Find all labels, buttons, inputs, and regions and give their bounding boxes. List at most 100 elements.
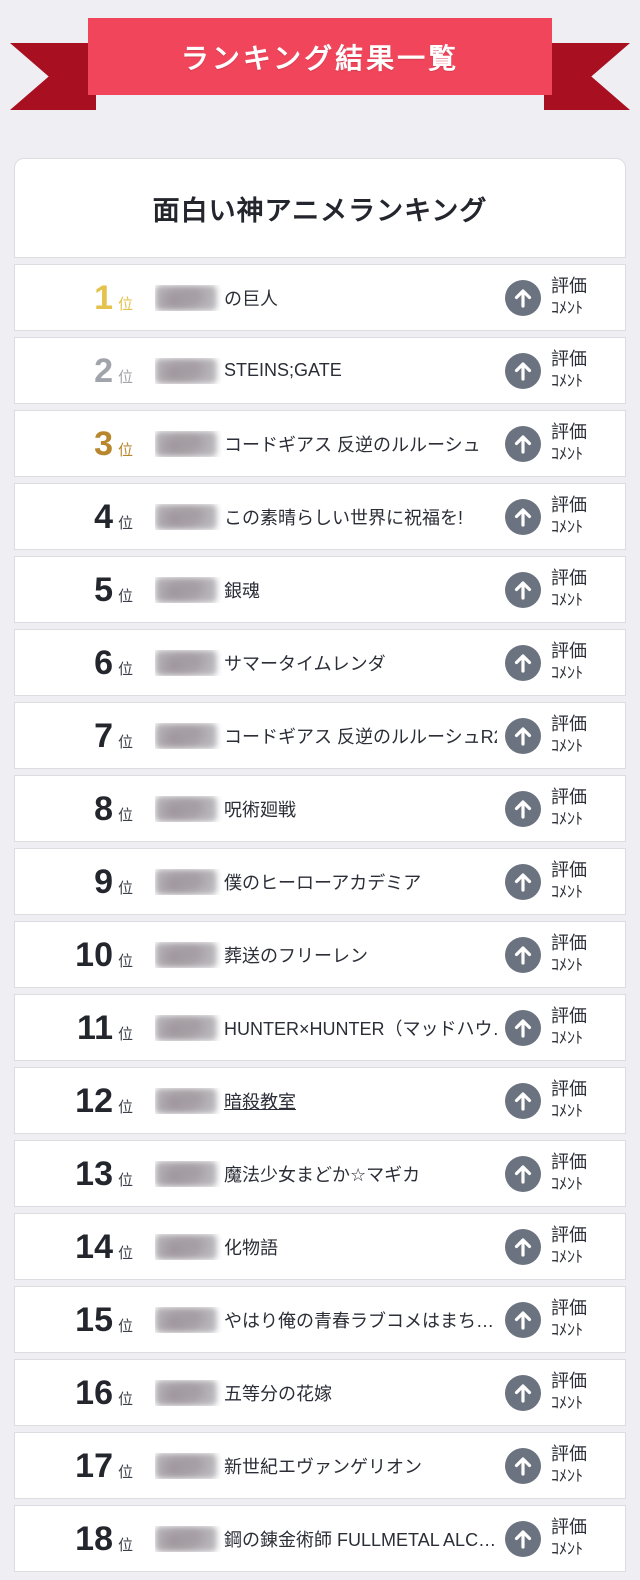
rate-comment-link[interactable]: 評価 ｺﾒﾝﾄ <box>551 1224 611 1268</box>
ranking-row[interactable]: 4 位 この素晴らしい世界に祝福を! 評価 ｺﾒﾝﾄ <box>14 483 626 550</box>
row-actions: 評価 ｺﾒﾝﾄ <box>505 567 611 611</box>
ranking-row[interactable]: 3 位 コードギアス 反逆のルルーシュ 評価 ｺﾒﾝﾄ <box>14 410 626 477</box>
anime-title-link[interactable]: 五等分の花嫁 <box>155 1379 497 1406</box>
row-actions: 評価 ｺﾒﾝﾄ <box>505 932 611 976</box>
ranking-row[interactable]: 13 位 魔法少女まどか☆マギカ 評価 ｺﾒﾝﾄ <box>14 1140 626 1207</box>
vote-up-button[interactable] <box>505 1155 541 1192</box>
rate-comment-link[interactable]: 評価 ｺﾒﾝﾄ <box>551 348 611 392</box>
row-actions: 評価 ｺﾒﾝﾄ <box>505 713 611 757</box>
anime-title-link[interactable]: 暗殺教室 <box>155 1087 497 1114</box>
anime-title-link[interactable]: STEINS;GATE <box>155 357 497 384</box>
anime-title-link[interactable]: サマータイムレンダ <box>155 649 497 676</box>
vote-up-button[interactable] <box>505 936 541 973</box>
rate-comment-link[interactable]: 評価 ｺﾒﾝﾄ <box>551 494 611 538</box>
rate-comment-link[interactable]: 評価 ｺﾒﾝﾄ <box>551 1370 611 1414</box>
rate-comment-link[interactable]: 評価 ｺﾒﾝﾄ <box>551 567 611 611</box>
anime-title-link[interactable]: コードギアス 反逆のルルーシュR2 <box>155 722 497 749</box>
vote-up-button[interactable] <box>505 1374 541 1411</box>
rate-label: 評価 <box>551 1371 587 1392</box>
anime-title-link[interactable]: 呪術廻戦 <box>155 795 497 822</box>
anime-title-link[interactable]: やはり俺の青春ラブコメはまち… <box>155 1306 497 1333</box>
comment-label: ｺﾒﾝﾄ <box>551 1029 584 1047</box>
vote-up-button[interactable] <box>505 1082 541 1119</box>
rate-comment-link[interactable]: 評価 ｺﾒﾝﾄ <box>551 1297 611 1341</box>
ranking-row[interactable]: 8 位 呪術廻戦 評価 ｺﾒﾝﾄ <box>14 775 626 842</box>
rate-comment-link[interactable]: 評価 ｺﾒﾝﾄ <box>551 275 611 319</box>
comment-label: ｺﾒﾝﾄ <box>551 299 584 317</box>
rate-comment-link[interactable]: 評価 ｺﾒﾝﾄ <box>551 932 611 976</box>
rate-comment-link[interactable]: 評価 ｺﾒﾝﾄ <box>551 786 611 830</box>
anime-title-link[interactable]: 鋼の錬金術師 FULLMETAL ALC… <box>155 1525 497 1552</box>
anime-title-link[interactable]: 魔法少女まどか☆マギカ <box>155 1160 497 1187</box>
vote-up-button[interactable] <box>505 1520 541 1557</box>
anime-title-link[interactable]: 新世紀エヴァンゲリオン <box>155 1452 497 1479</box>
censored-blur <box>155 1233 218 1260</box>
rank-suffix: 位 <box>118 441 134 459</box>
ranking-row[interactable]: 18 位 鋼の錬金術師 FULLMETAL ALC… 評価 ｺﾒﾝﾄ <box>14 1505 626 1572</box>
ranking-row[interactable]: 2 位 STEINS;GATE 評価 ｺﾒﾝﾄ <box>14 337 626 404</box>
arrow-up-icon <box>514 1456 532 1476</box>
rank-suffix: 位 <box>118 1098 134 1116</box>
ranking-row[interactable]: 12 位 暗殺教室 評価 ｺﾒﾝﾄ <box>14 1067 626 1134</box>
ranking-row[interactable]: 17 位 新世紀エヴァンゲリオン 評価 ｺﾒﾝﾄ <box>14 1432 626 1499</box>
vote-up-button[interactable] <box>505 1447 541 1484</box>
rank: 7 位 <box>33 719 133 753</box>
rate-comment-link[interactable]: 評価 ｺﾒﾝﾄ <box>551 713 611 757</box>
vote-up-button[interactable] <box>505 279 541 316</box>
ranking-row[interactable]: 5 位 銀魂 評価 ｺﾒﾝﾄ <box>14 556 626 623</box>
rate-comment-link[interactable]: 評価 ｺﾒﾝﾄ <box>551 1443 611 1487</box>
censored-blur <box>155 1379 218 1406</box>
rate-comment-link[interactable]: 評価 ｺﾒﾝﾄ <box>551 421 611 465</box>
rate-label: 評価 <box>551 349 587 370</box>
anime-title-link[interactable]: 化物語 <box>155 1233 497 1260</box>
vote-up-button[interactable] <box>505 571 541 608</box>
comment-label: ｺﾒﾝﾄ <box>551 956 584 974</box>
vote-up-button[interactable] <box>505 1228 541 1265</box>
rate-comment-link[interactable]: 評価 ｺﾒﾝﾄ <box>551 1005 611 1049</box>
ranking-row[interactable]: 6 位 サマータイムレンダ 評価 ｺﾒﾝﾄ <box>14 629 626 696</box>
rate-comment-link[interactable]: 評価 ｺﾒﾝﾄ <box>551 640 611 684</box>
ranking-row[interactable]: 10 位 葬送のフリーレン 評価 ｺﾒﾝﾄ <box>14 921 626 988</box>
anime-title-text: 銀魂 <box>224 580 261 601</box>
rank-number: 9 <box>94 862 113 901</box>
ranking-list: 1 位 の巨人 評価 ｺﾒﾝﾄ 2 位 STEINS;GATE <box>14 264 626 1572</box>
comment-label: ｺﾒﾝﾄ <box>551 372 584 390</box>
rate-comment-link[interactable]: 評価 ｺﾒﾝﾄ <box>551 859 611 903</box>
vote-up-button[interactable] <box>505 790 541 827</box>
anime-title-link[interactable]: 銀魂 <box>155 576 497 603</box>
anime-title-link[interactable]: の巨人 <box>155 284 497 311</box>
row-actions: 評価 ｺﾒﾝﾄ <box>505 859 611 903</box>
vote-up-button[interactable] <box>505 1009 541 1046</box>
ranking-row[interactable]: 11 位 HUNTER×HUNTER（マッドハウ… 評価 ｺﾒﾝﾄ <box>14 994 626 1061</box>
rate-comment-link[interactable]: 評価 ｺﾒﾝﾄ <box>551 1078 611 1122</box>
rate-comment-link[interactable]: 評価 ｺﾒﾝﾄ <box>551 1151 611 1195</box>
ranking-row[interactable]: 14 位 化物語 評価 ｺﾒﾝﾄ <box>14 1213 626 1280</box>
ranking-row[interactable]: 7 位 コードギアス 反逆のルルーシュR2 評価 ｺﾒﾝﾄ <box>14 702 626 769</box>
rank: 3 位 <box>33 427 133 461</box>
ranking-row[interactable]: 16 位 五等分の花嫁 評価 ｺﾒﾝﾄ <box>14 1359 626 1426</box>
arrow-up-icon <box>514 580 532 600</box>
ranking-row[interactable]: 15 位 やはり俺の青春ラブコメはまち… 評価 ｺﾒﾝﾄ <box>14 1286 626 1353</box>
rate-label: 評価 <box>551 495 587 516</box>
vote-up-button[interactable] <box>505 498 541 535</box>
ranking-row[interactable]: 9 位 僕のヒーローアカデミア 評価 ｺﾒﾝﾄ <box>14 848 626 915</box>
rate-comment-link[interactable]: 評価 ｺﾒﾝﾄ <box>551 1516 611 1560</box>
censored-blur <box>155 284 218 311</box>
vote-up-button[interactable] <box>505 644 541 681</box>
anime-title-link[interactable]: 葬送のフリーレン <box>155 941 497 968</box>
vote-up-button[interactable] <box>505 717 541 754</box>
anime-title-text: 五等分の花嫁 <box>224 1383 333 1404</box>
anime-title-link[interactable]: コードギアス 反逆のルルーシュ <box>155 430 497 457</box>
ranking-row[interactable]: 1 位 の巨人 評価 ｺﾒﾝﾄ <box>14 264 626 331</box>
anime-title-link[interactable]: HUNTER×HUNTER（マッドハウ… <box>155 1014 497 1041</box>
rank: 11 位 <box>33 1011 133 1045</box>
anime-title-link[interactable]: 僕のヒーローアカデミア <box>155 868 497 895</box>
censored-blur <box>155 941 218 968</box>
comment-label: ｺﾒﾝﾄ <box>551 883 584 901</box>
anime-title-link[interactable]: この素晴らしい世界に祝福を! <box>155 503 497 530</box>
rank: 12 位 <box>33 1084 133 1118</box>
vote-up-button[interactable] <box>505 425 541 462</box>
vote-up-button[interactable] <box>505 1301 541 1338</box>
vote-up-button[interactable] <box>505 863 541 900</box>
vote-up-button[interactable] <box>505 352 541 389</box>
